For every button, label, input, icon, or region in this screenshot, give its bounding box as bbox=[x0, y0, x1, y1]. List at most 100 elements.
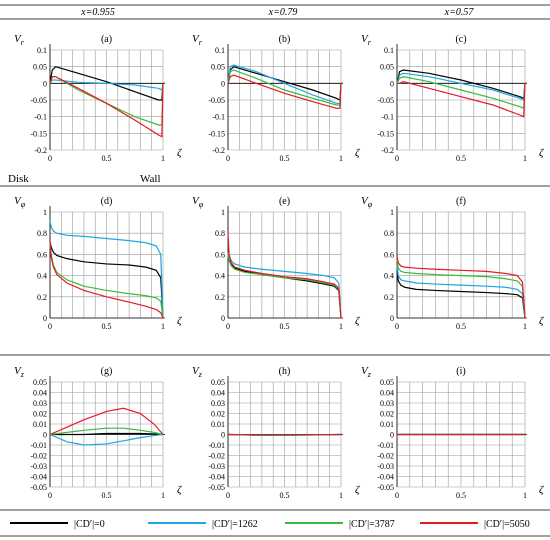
y-tick-label: -0.1 bbox=[381, 113, 394, 122]
series-line-2 bbox=[227, 69, 342, 106]
y-tick-label: 0.8 bbox=[384, 229, 394, 238]
x-axis-label: ζ bbox=[539, 315, 545, 327]
series-line-3 bbox=[227, 74, 342, 109]
panel-i: 0.050.040.030.020.010-0.01-0.02-0.03-0.0… bbox=[361, 365, 545, 500]
series-line-1 bbox=[227, 64, 342, 104]
series-line-3 bbox=[397, 81, 526, 118]
y-tick-label: -0.05 bbox=[30, 96, 47, 105]
x-tick-label: 1 bbox=[161, 322, 165, 331]
column-title-1: x=0.955 bbox=[80, 7, 115, 18]
y-axis-label: Vz bbox=[361, 365, 372, 379]
x-tick-label: 1 bbox=[339, 322, 343, 331]
series-line-2 bbox=[396, 259, 526, 319]
y-tick-label: 0.02 bbox=[33, 410, 47, 419]
panel-h: 0.050.040.030.020.010-0.01-0.02-0.03-0.0… bbox=[192, 365, 361, 500]
panel-label: (d) bbox=[101, 196, 113, 207]
panel-label: (e) bbox=[279, 196, 290, 207]
series-line-0 bbox=[396, 69, 526, 100]
panel-label: (b) bbox=[279, 34, 291, 45]
series-line-1 bbox=[49, 220, 164, 319]
legend: |CD′|=0 |CD′|=1262 |CD′|=3787 |CD′|=5050 bbox=[10, 519, 530, 530]
series-line-1 bbox=[396, 264, 526, 319]
y-axis-label: Vφ bbox=[14, 195, 26, 209]
x-tick-label: 1 bbox=[161, 154, 165, 163]
y-tick-label: 0 bbox=[221, 79, 225, 88]
series-line-0 bbox=[227, 65, 342, 101]
series-line-0 bbox=[396, 270, 526, 319]
y-tick-label: -0.05 bbox=[377, 483, 394, 492]
x-tick-label: 1 bbox=[339, 154, 343, 163]
x-tick-label: 0 bbox=[48, 322, 52, 331]
x-tick-label: 1 bbox=[523, 322, 527, 331]
panel-g: 0.050.040.030.020.010-0.01-0.02-0.03-0.0… bbox=[14, 365, 183, 500]
y-tick-label: 0 bbox=[390, 79, 394, 88]
y-tick-label: 0.05 bbox=[380, 63, 394, 72]
y-tick-label: -0.01 bbox=[30, 441, 47, 450]
x-tick-label: 0 bbox=[395, 322, 399, 331]
y-tick-label: 1 bbox=[43, 208, 47, 217]
panel-f: 1 0.8 0.6 0.4 0.2 00 0.5 1 Vφ ζ (f) bbox=[361, 195, 545, 331]
legend-entry: |CD′|=0 bbox=[74, 519, 105, 530]
y-axis-label: Vφ bbox=[192, 195, 204, 209]
panel-d: 1 0.8 0.6 0.4 0.2 00 0.5 1 Vφ ζ (d) bbox=[14, 195, 183, 331]
series-line-2 bbox=[227, 254, 342, 319]
x-tick-label: 0 bbox=[395, 491, 399, 500]
y-tick-label: 0.6 bbox=[384, 250, 394, 259]
y-tick-label: 0.01 bbox=[211, 420, 225, 429]
x-tick-label: 0.5 bbox=[102, 322, 112, 331]
x-axis-label: ζ bbox=[539, 147, 545, 159]
x-axis-label: ζ bbox=[355, 484, 361, 496]
x-axis-label: ζ bbox=[355, 315, 361, 327]
panel-label: (c) bbox=[455, 34, 466, 45]
y-tick-label: 0.04 bbox=[211, 389, 225, 398]
y-tick-label: 0.01 bbox=[380, 420, 394, 429]
series-line-0 bbox=[50, 432, 164, 436]
y-tick-label: -0.03 bbox=[377, 462, 394, 471]
y-tick-label: -0.05 bbox=[377, 96, 394, 105]
x-tick-label: 1 bbox=[523, 154, 527, 163]
y-tick-label: -0.15 bbox=[30, 129, 47, 138]
x-tick-label: 0.5 bbox=[280, 491, 290, 500]
y-tick-label: 0 bbox=[221, 314, 225, 323]
y-tick-label: 0.1 bbox=[37, 46, 47, 55]
x-tick-label: 0.5 bbox=[280, 322, 290, 331]
y-tick-label: 0 bbox=[43, 431, 47, 440]
y-tick-label: 0.02 bbox=[211, 410, 225, 419]
y-tick-label: -0.01 bbox=[208, 441, 225, 450]
y-tick-label: -0.01 bbox=[377, 441, 394, 450]
panel-label: (h) bbox=[279, 366, 291, 377]
y-axis-label: Vφ bbox=[361, 195, 373, 209]
x-tick-label: 1 bbox=[161, 491, 165, 500]
panel-e: 1 0.8 0.6 0.4 0.2 00 0.5 1 Vφ ζ (e) bbox=[192, 195, 361, 331]
y-tick-label: -0.03 bbox=[30, 462, 47, 471]
wall-label: Wall bbox=[140, 173, 161, 185]
column-title-2: x=0.79 bbox=[268, 7, 298, 18]
y-tick-label: 0.03 bbox=[33, 399, 47, 408]
y-tick-label: -0.02 bbox=[30, 452, 47, 461]
x-tick-label: 0.5 bbox=[280, 154, 290, 163]
y-axis-label: Vr bbox=[192, 33, 203, 47]
y-tick-label: 0.1 bbox=[384, 46, 394, 55]
y-tick-label: -0.04 bbox=[30, 473, 47, 482]
y-tick-label: 0.2 bbox=[384, 293, 394, 302]
series-line-3 bbox=[49, 76, 164, 138]
y-tick-label: 0.2 bbox=[215, 293, 225, 302]
y-tick-label: 0.4 bbox=[215, 272, 225, 281]
panel-label: (a) bbox=[101, 34, 112, 45]
series-line-0 bbox=[49, 65, 164, 101]
y-tick-label: 0.05 bbox=[211, 378, 225, 387]
series-line-0 bbox=[49, 241, 164, 319]
y-tick-label: 0.05 bbox=[33, 63, 47, 72]
x-tick-label: 0 bbox=[48, 491, 52, 500]
x-tick-label: 0.5 bbox=[456, 154, 466, 163]
y-tick-label: 0.05 bbox=[33, 378, 47, 387]
y-tick-label: 0.6 bbox=[215, 250, 225, 259]
y-tick-label: 0 bbox=[221, 431, 225, 440]
y-tick-label: 0 bbox=[390, 314, 394, 323]
y-tick-label: -0.15 bbox=[208, 129, 225, 138]
y-tick-label: -0.02 bbox=[208, 452, 225, 461]
x-tick-label: 0.5 bbox=[102, 491, 112, 500]
